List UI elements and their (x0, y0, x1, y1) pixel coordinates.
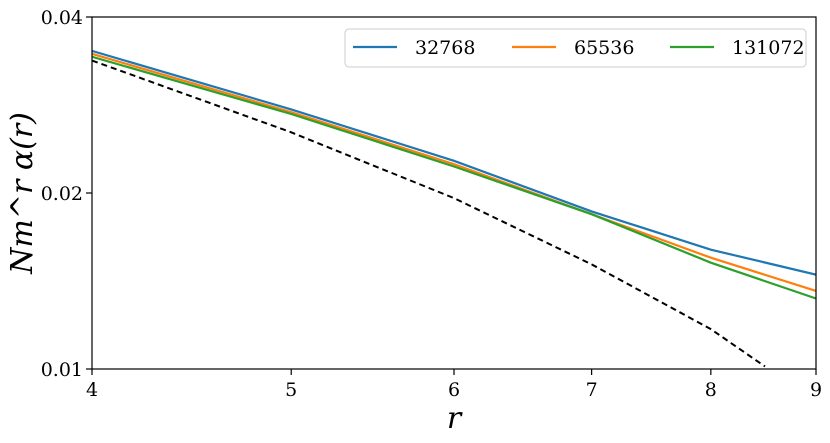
x-axis-label: r (447, 401, 463, 436)
x-tick-label: 8 (705, 379, 717, 401)
series-line-32768 (92, 49, 816, 276)
y-axis-label: Nm^r α(r) (5, 112, 40, 275)
series-line-131072 (92, 55, 816, 300)
x-tick-label: 9 (810, 379, 822, 401)
y-tick-label: 0.01 (41, 359, 83, 381)
legend-label-131072: 131072 (732, 37, 805, 59)
plot-lines (92, 49, 816, 368)
legend-label-65536: 65536 (574, 37, 634, 59)
y-tick-label: 0.02 (41, 183, 83, 205)
legend-label-32768: 32768 (415, 37, 475, 59)
series-line-65536 (92, 52, 816, 292)
y-tick-label: 0.04 (41, 7, 83, 29)
legend: 32768 65536 131072 (344, 28, 807, 68)
x-tick-label: 4 (86, 379, 98, 401)
x-tick-label: 5 (285, 379, 297, 401)
plot-frame (91, 16, 817, 370)
x-tick-label: 6 (448, 379, 460, 401)
legend-box (344, 28, 807, 68)
axis-ticks: 4 5 6 7 8 9 0.01 0.02 0.04 (41, 7, 822, 401)
reference-dashed-line (92, 59, 766, 368)
x-tick-label: 7 (586, 379, 598, 401)
